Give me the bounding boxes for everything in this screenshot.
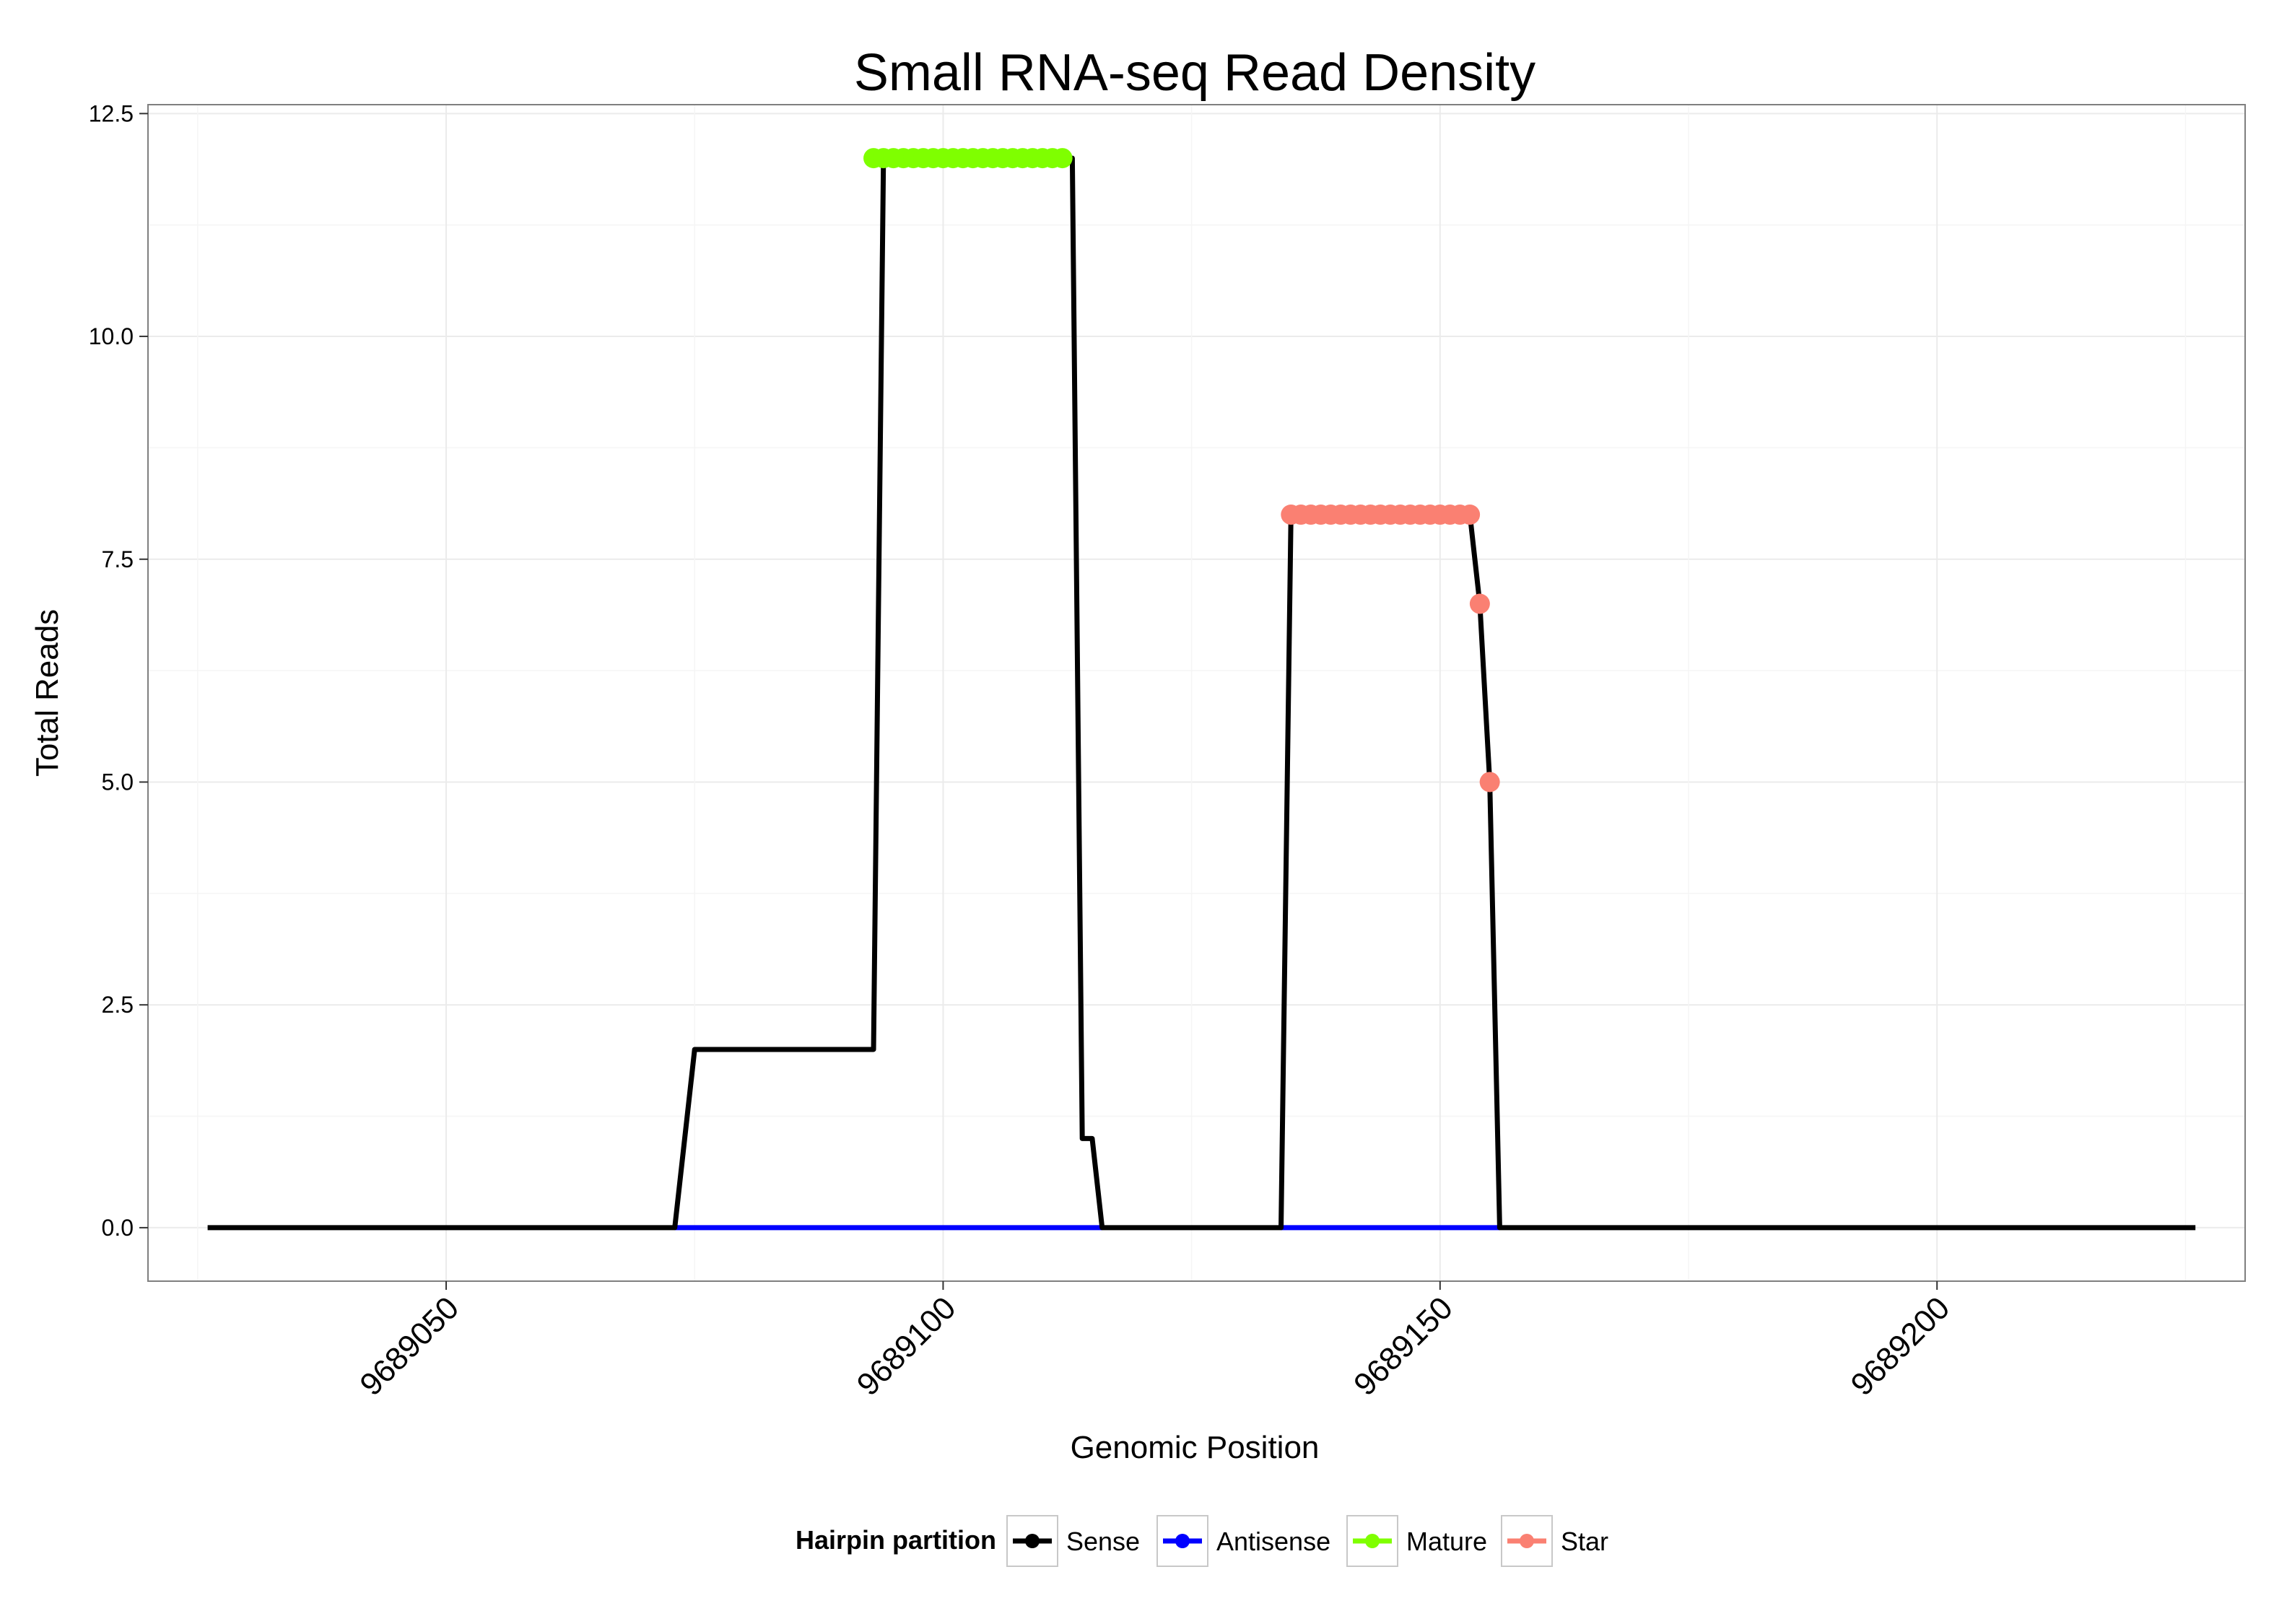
legend-key-point xyxy=(1520,1534,1534,1548)
legend-label: Mature xyxy=(1406,1527,1487,1556)
legend-item-star: Star xyxy=(1501,1515,1608,1567)
legend-key-point xyxy=(1025,1534,1040,1548)
chart-title: Small RNA-seq Read Density xyxy=(854,44,1535,102)
legend-label: Sense xyxy=(1066,1527,1140,1556)
point-star xyxy=(1479,772,1500,793)
legend-title: Hairpin partition xyxy=(796,1525,996,1555)
point-star xyxy=(1460,505,1481,525)
legend-item-mature: Mature xyxy=(1346,1515,1487,1567)
grid xyxy=(148,105,2245,1281)
legend-item-antisense: Antisense xyxy=(1156,1515,1330,1567)
y-axis: 0.0 2.5 5.0 7.5 10.0 12.5 xyxy=(89,100,148,1241)
x-axis-title: Genomic Position xyxy=(1071,1430,1320,1465)
y-tick-label: 5.0 xyxy=(102,769,134,795)
point-mature xyxy=(1052,148,1073,169)
series-layer xyxy=(207,148,2196,1231)
y-axis-title: Total Reads xyxy=(30,609,65,777)
legend-key-point xyxy=(1365,1534,1380,1548)
legend-label: Star xyxy=(1561,1527,1608,1556)
y-tick-label: 10.0 xyxy=(89,323,134,349)
legend: Hairpin partition Sense Antisense Mature St… xyxy=(796,1515,1608,1567)
legend-key-point xyxy=(1175,1534,1190,1548)
y-tick-label: 2.5 xyxy=(102,992,134,1018)
point-star xyxy=(1469,593,1490,614)
legend-item-sense: Sense xyxy=(1006,1515,1140,1567)
plot-panel xyxy=(147,104,2246,1282)
series-sense-line xyxy=(207,155,2196,1231)
y-tick-label: 7.5 xyxy=(102,546,134,572)
y-tick-label: 0.0 xyxy=(102,1215,134,1241)
y-tick-label: 12.5 xyxy=(89,100,134,126)
legend-label: Antisense xyxy=(1216,1527,1330,1556)
